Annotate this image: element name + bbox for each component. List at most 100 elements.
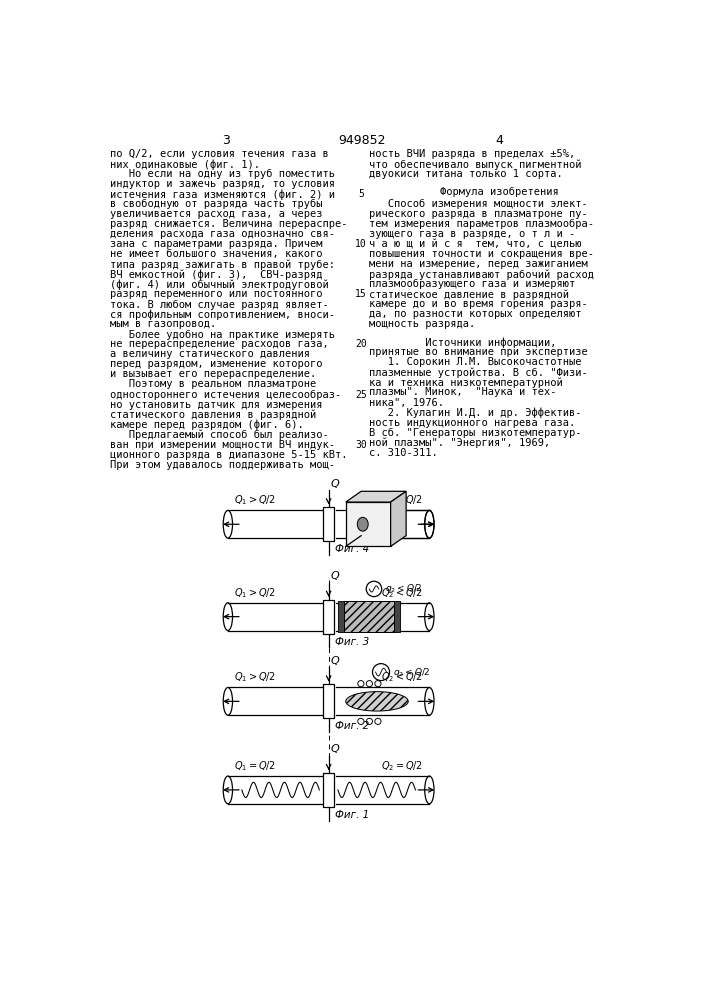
Text: $Q_1 > Q/2$: $Q_1 > Q/2$ — [234, 586, 276, 600]
Text: Q: Q — [331, 656, 339, 666]
Text: 949852: 949852 — [338, 134, 386, 147]
Text: ван при измерении мощности ВЧ индук-: ван при измерении мощности ВЧ индук- — [110, 440, 335, 450]
Text: да, по разности которых определяют: да, по разности которых определяют — [369, 309, 581, 319]
Text: рического разряда в плазматроне пу-: рического разряда в плазматроне пу- — [369, 209, 588, 219]
Text: перед разрядом, изменение которого: перед разрядом, изменение которого — [110, 359, 322, 369]
Text: принятые во внимание при экспертизе: принятые во внимание при экспертизе — [369, 347, 588, 357]
Text: 5: 5 — [358, 189, 364, 199]
Text: по Q/2, если условия течения газа в: по Q/2, если условия течения газа в — [110, 149, 329, 159]
Text: 20: 20 — [356, 339, 367, 349]
Text: Но если на одну из труб поместить: Но если на одну из труб поместить — [110, 169, 335, 179]
Text: ся профильным сопротивлением, вноси-: ся профильным сопротивлением, вноси- — [110, 309, 335, 320]
Text: и вызывает его перераспределение.: и вызывает его перераспределение. — [110, 369, 316, 379]
Text: камере до и во время горения разря-: камере до и во время горения разря- — [369, 299, 588, 309]
Text: $Q_2 < Q/2$: $Q_2 < Q/2$ — [381, 586, 423, 600]
Text: (фиг. 4) или обычный электродуговой: (фиг. 4) или обычный электродуговой — [110, 279, 329, 290]
Text: истечения газа изменяются (фиг. 2) и: истечения газа изменяются (фиг. 2) и — [110, 189, 335, 200]
Text: статического давления в разрядной: статического давления в разрядной — [110, 410, 316, 420]
Text: ность индукционного нагрева газа.: ность индукционного нагрева газа. — [369, 418, 575, 428]
Text: что обеспечивало выпуск пигментной: что обеспечивало выпуск пигментной — [369, 159, 581, 170]
Text: $Q_2 < Q/2$: $Q_2 < Q/2$ — [381, 671, 423, 684]
Polygon shape — [346, 491, 406, 502]
Text: не перераспределение расходов газа,: не перераспределение расходов газа, — [110, 339, 329, 349]
Bar — [346, 502, 391, 546]
Bar — [323, 600, 334, 634]
Text: Q: Q — [331, 479, 339, 489]
Text: $q_2 < Q/2$: $q_2 < Q/2$ — [392, 666, 430, 679]
Polygon shape — [391, 491, 406, 546]
Text: 10: 10 — [356, 239, 367, 249]
Text: 4: 4 — [495, 134, 503, 147]
Text: Поэтому в реальном плазматроне: Поэтому в реальном плазматроне — [110, 379, 316, 389]
Bar — [338, 601, 344, 632]
Text: увеличивается расход газа, а через: увеличивается расход газа, а через — [110, 209, 322, 219]
Bar — [344, 601, 395, 632]
Bar — [395, 601, 400, 632]
Text: разряд снижается. Величина перераспре-: разряд снижается. Величина перераспре- — [110, 219, 348, 229]
Text: 30: 30 — [356, 440, 367, 450]
Text: 2. Кулагин И.Д. и др. Эффектив-: 2. Кулагин И.Д. и др. Эффектив- — [369, 408, 581, 418]
Text: не имеет большого значения, какого: не имеет большого значения, какого — [110, 249, 322, 259]
Text: Источники информации,: Источники информации, — [369, 337, 556, 348]
Text: ника", 1976.: ника", 1976. — [369, 398, 444, 408]
Text: деления расхода газа однозначно свя-: деления расхода газа однозначно свя- — [110, 229, 335, 239]
Text: $Q_1 > Q/2$: $Q_1 > Q/2$ — [234, 494, 276, 507]
Text: 3: 3 — [221, 134, 230, 147]
Text: индуктор и зажечь разряд, то условия: индуктор и зажечь разряд, то условия — [110, 179, 335, 189]
Text: мени на измерение, перед зажиганием: мени на измерение, перед зажиганием — [369, 259, 588, 269]
Text: повышения точности и сокращения вре-: повышения точности и сокращения вре- — [369, 249, 594, 259]
Text: типа разряд зажигать в правой трубе:: типа разряд зажигать в правой трубе: — [110, 259, 335, 270]
Text: одностороннего истечения целесообраз-: одностороннего истечения целесообраз- — [110, 389, 341, 400]
Text: 1. Сорокин Л.М. Высокочастотные: 1. Сорокин Л.М. Высокочастотные — [369, 357, 581, 367]
Text: $Q_2 = Q/2$: $Q_2 = Q/2$ — [381, 759, 423, 773]
Text: Формула изобретения: Формула изобретения — [440, 187, 559, 197]
Text: Фиг. 3: Фиг. 3 — [335, 637, 369, 647]
Text: зующего газа в разряде, о т л и -: зующего газа в разряде, о т л и - — [369, 229, 575, 239]
Text: ность ВЧИ разряда в пределах ±5%,: ность ВЧИ разряда в пределах ±5%, — [369, 149, 575, 159]
Text: $Q_2 < Q/2$: $Q_2 < Q/2$ — [381, 494, 423, 507]
Ellipse shape — [357, 517, 368, 531]
Text: Более удобно на практике измерять: Более удобно на практике измерять — [110, 329, 335, 340]
Bar — [323, 507, 334, 541]
Text: плазмы". Минок,  "Наука и тех-: плазмы". Минок, "Наука и тех- — [369, 387, 556, 397]
Text: Фиг. 1: Фиг. 1 — [335, 810, 369, 820]
Text: Способ измерения мощности элект-: Способ измерения мощности элект- — [369, 199, 588, 209]
Text: в свободную от разряда часть трубы: в свободную от разряда часть трубы — [110, 199, 322, 209]
Text: разряда устанавливают рабочий расход: разряда устанавливают рабочий расход — [369, 269, 594, 280]
Text: но установить датчик для измерения: но установить датчик для измерения — [110, 400, 322, 410]
Text: ВЧ емкостной (фиг. 3),  СВЧ-разряд: ВЧ емкостной (фиг. 3), СВЧ-разряд — [110, 269, 322, 280]
Text: ной плазмы". "Энергия", 1969,: ной плазмы". "Энергия", 1969, — [369, 438, 550, 448]
Text: ционного разряда в диапазоне 5-15 кВт.: ционного разряда в диапазоне 5-15 кВт. — [110, 450, 348, 460]
Bar — [323, 684, 334, 718]
Text: Предлагаемый способ был реализо-: Предлагаемый способ был реализо- — [110, 430, 329, 440]
Ellipse shape — [346, 692, 408, 711]
Text: В сб. "Генераторы низкотемператур-: В сб. "Генераторы низкотемператур- — [369, 428, 581, 438]
Text: 25: 25 — [356, 390, 367, 400]
Text: ч а ю щ и й с я  тем, что, с целью: ч а ю щ и й с я тем, что, с целью — [369, 239, 581, 249]
Bar — [323, 773, 334, 807]
Text: Q: Q — [331, 744, 339, 754]
Text: При этом удавалось поддерживать мощ-: При этом удавалось поддерживать мощ- — [110, 460, 335, 470]
Text: статическое давление в разрядной: статическое давление в разрядной — [369, 289, 569, 300]
Text: двуокиси титана только 1 сорта.: двуокиси титана только 1 сорта. — [369, 169, 563, 179]
Text: $Q_1 = Q/2$: $Q_1 = Q/2$ — [234, 759, 276, 773]
Text: Фиг. 4: Фиг. 4 — [335, 544, 369, 554]
Text: тем измерения параметров плазмообра-: тем измерения параметров плазмообра- — [369, 219, 594, 229]
Text: Фиг. 2: Фиг. 2 — [335, 721, 369, 731]
Text: тока. В любом случае разряд являет-: тока. В любом случае разряд являет- — [110, 299, 329, 310]
Text: а величину статического давления: а величину статического давления — [110, 349, 310, 359]
Text: зана с параметрами разряда. Причем: зана с параметрами разряда. Причем — [110, 239, 322, 249]
Text: мым в газопровод.: мым в газопровод. — [110, 319, 216, 329]
Text: мощность разряда.: мощность разряда. — [369, 319, 475, 329]
Text: 15: 15 — [356, 289, 367, 299]
Text: $Q_1 > Q/2$: $Q_1 > Q/2$ — [234, 671, 276, 684]
Text: плазмообразующего газа и измеряют: плазмообразующего газа и измеряют — [369, 279, 575, 289]
Text: с. 310-311.: с. 310-311. — [369, 448, 438, 458]
Text: $q_2 < Q/2$: $q_2 < Q/2$ — [385, 582, 422, 595]
Text: ка и техника низкотемпературной: ка и техника низкотемпературной — [369, 377, 563, 388]
Text: них одинаковые (фиг. 1).: них одинаковые (фиг. 1). — [110, 159, 260, 170]
Text: разряд переменного или постоянного: разряд переменного или постоянного — [110, 289, 322, 299]
Text: плазменные устройства. В сб. "Физи-: плазменные устройства. В сб. "Физи- — [369, 367, 588, 378]
Text: Q: Q — [331, 571, 339, 581]
Text: камере перед разрядом (фиг. 6).: камере перед разрядом (фиг. 6). — [110, 420, 304, 430]
